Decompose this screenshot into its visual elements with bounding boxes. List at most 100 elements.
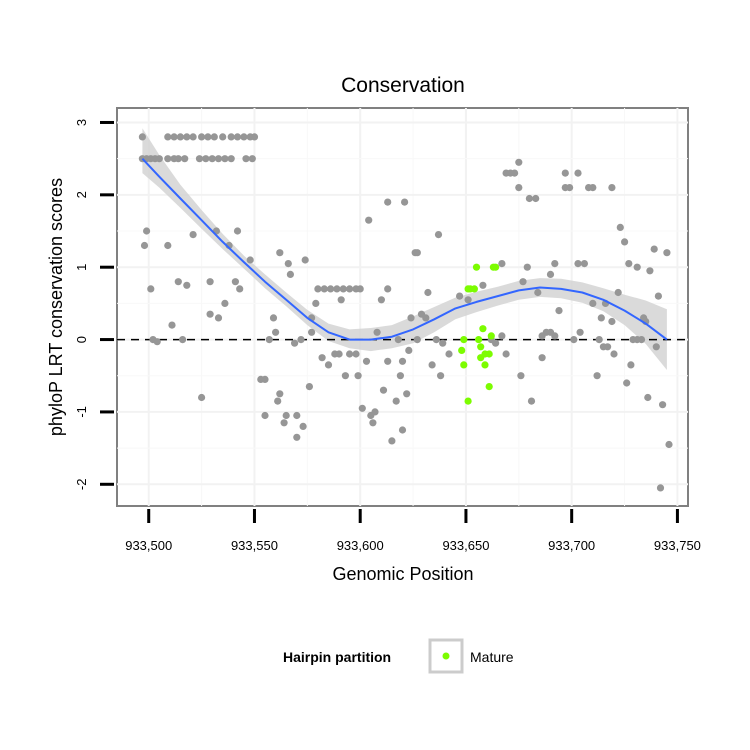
point-other-69 [293,411,301,420]
point-other-89 [335,350,343,358]
point-other-50 [231,278,239,286]
point-other-29 [240,133,248,141]
point-other-106 [388,437,396,445]
point-other-14 [221,155,229,163]
point-other-86 [318,354,326,362]
series-mature-points [458,263,500,405]
point-other-71 [301,256,309,264]
point-other-23 [198,133,206,141]
point-other-128 [456,292,464,300]
legend-entry-mature: Mature [470,649,514,665]
point-other-63 [282,411,290,420]
point-other-126 [439,339,447,347]
point-other-179 [623,379,631,387]
point-other-114 [405,346,413,354]
point-other-77 [314,285,322,293]
legend: Hairpin partition Mature [283,638,514,674]
point-other-84 [356,285,364,293]
point-other-99 [371,408,379,416]
point-other-109 [396,372,404,380]
point-other-8 [174,155,182,163]
point-other-27 [227,133,235,141]
point-other-184 [633,263,641,271]
legend-title: Hairpin partition [283,649,391,665]
point-other-9 [181,155,189,163]
x-tick-label-2: 933,600 [337,538,384,553]
point-other-144 [525,194,534,203]
point-other-135 [502,350,510,358]
point-other-0 [138,133,146,141]
point-other-158 [566,184,574,192]
point-other-103 [384,285,392,293]
y-tick-label-2: 0 [74,336,89,343]
point-mature-11 [479,325,487,333]
point-other-160 [574,169,582,177]
point-other-112 [398,357,407,365]
smooth-fit-line [141,158,668,341]
point-other-52 [236,285,244,293]
point-other-10 [195,155,204,163]
point-other-168 [595,336,603,344]
point-mature-7 [472,263,481,271]
point-other-58 [269,314,278,322]
point-other-31 [250,133,259,141]
point-other-51 [233,227,242,235]
point-other-62 [276,390,284,398]
point-other-67 [291,339,299,347]
y-axis-ticks: -2 -1 0 1 2 3 [74,119,114,490]
point-mature-13 [481,361,489,369]
point-other-98 [369,419,377,427]
x-tick-label-5: 933,750 [654,538,701,553]
point-other-24 [204,133,212,141]
point-other-142 [519,278,527,286]
point-other-121 [424,288,432,297]
point-other-48 [221,299,229,307]
point-other-153 [551,260,559,268]
point-other-37 [164,241,172,250]
point-mature-2 [460,361,468,369]
point-other-19 [170,133,178,141]
point-other-15 [227,155,235,163]
smooth-fit [141,158,668,341]
point-other-22 [189,133,197,141]
point-other-196 [665,440,673,449]
point-other-57 [265,336,273,344]
point-other-167 [593,372,601,380]
point-other-6 [164,155,172,163]
x-axis-ticks: 933,500 933,550 933,600 933,650 933,700 933,7… [125,509,701,553]
y-tick-label-4: 2 [74,191,89,198]
chart-title: Conservation [341,74,465,97]
point-other-94 [358,404,366,412]
point-other-146 [532,194,540,203]
point-other-104 [384,198,392,206]
point-other-74 [308,328,316,336]
point-other-145 [527,397,536,405]
point-other-185 [637,336,646,344]
point-mature-18 [492,263,500,271]
point-other-76 [312,299,320,307]
point-other-165 [589,184,597,192]
point-other-80 [333,285,341,293]
point-other-64 [280,419,288,427]
x-axis-label: Genomic Position [332,564,473,584]
point-other-156 [561,169,569,177]
point-other-41 [183,281,191,289]
y-tick-label-1: -1 [74,406,89,418]
point-other-110 [398,426,407,434]
y-axis-label: phyloP LRT conservation scores [46,178,66,436]
point-other-39 [174,278,182,286]
point-other-26 [219,133,227,141]
point-other-180 [625,260,633,268]
point-other-162 [576,328,584,336]
x-tick-label-0: 933,500 [125,538,172,553]
point-other-189 [646,267,654,275]
point-mature-9 [477,343,485,351]
point-other-36 [153,338,161,346]
point-other-61 [276,249,284,257]
point-other-79 [327,285,335,293]
point-other-173 [608,184,616,192]
point-other-17 [248,155,256,163]
point-other-141 [517,372,525,380]
y-tick-label-0: -2 [74,479,89,491]
point-other-118 [413,336,421,344]
